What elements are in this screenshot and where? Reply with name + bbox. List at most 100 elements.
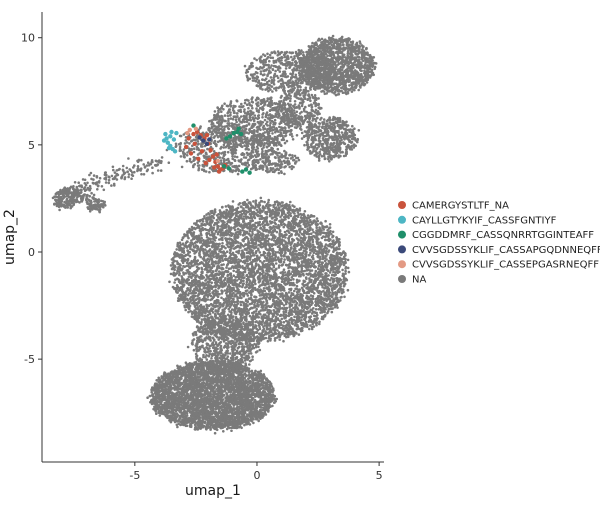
na-point: [177, 404, 181, 408]
na-point: [159, 394, 162, 397]
na-point: [278, 326, 281, 329]
na-point: [193, 374, 197, 377]
na-point: [187, 363, 190, 366]
na-point: [211, 388, 215, 392]
na-point: [237, 426, 241, 429]
na-point: [219, 414, 223, 418]
na-point: [171, 393, 174, 396]
na-point: [216, 372, 219, 376]
na-point: [315, 217, 319, 220]
na-point: [254, 403, 257, 407]
na-point: [209, 425, 212, 429]
na-point: [266, 393, 270, 397]
na-point: [270, 393, 273, 397]
na-point: [233, 382, 236, 385]
na-point: [238, 380, 242, 383]
na-point: [250, 405, 254, 409]
na-point: [221, 398, 225, 401]
na-point: [269, 400, 272, 404]
na-point: [264, 384, 268, 388]
na-point: [234, 385, 237, 388]
na-point: [174, 409, 178, 413]
na-point: [225, 427, 229, 431]
na-point: [222, 430, 225, 433]
na-point: [259, 395, 263, 399]
na-point: [198, 420, 202, 424]
na-point: [251, 376, 255, 379]
na-point: [185, 383, 189, 387]
na-point: [252, 393, 255, 397]
na-point: [185, 401, 189, 405]
na-point: [240, 411, 244, 414]
na-point: [208, 406, 212, 409]
na-point: [181, 369, 185, 373]
na-point: [269, 385, 273, 388]
na-point: [206, 401, 210, 404]
na-point: [152, 407, 155, 411]
na-point: [223, 401, 227, 404]
na-point: [181, 412, 184, 416]
na-point: [158, 405, 161, 408]
na-point: [163, 378, 166, 382]
na-point: [203, 390, 207, 394]
na-point: [215, 428, 219, 432]
na-point: [247, 408, 251, 411]
na-point: [246, 419, 250, 423]
na-point: [179, 387, 183, 391]
na-point: [191, 410, 194, 413]
na-point: [171, 376, 174, 380]
na-point: [190, 408, 194, 411]
na-point: [164, 387, 167, 390]
na-point: [215, 420, 219, 423]
na-point: [231, 402, 235, 406]
na-point: [206, 391, 210, 394]
na-point: [154, 406, 158, 410]
na-point: [242, 408, 245, 411]
na-point: [243, 405, 246, 409]
na-point: [230, 373, 233, 376]
na-point: [213, 431, 217, 435]
na-point: [196, 428, 200, 431]
na-point: [254, 384, 258, 388]
na-point: [190, 381, 193, 384]
na-point: [257, 411, 261, 415]
na-point: [197, 398, 200, 402]
na-point: [214, 396, 218, 400]
na-point: [153, 385, 156, 389]
na-point: [231, 423, 235, 427]
na-point: [188, 383, 191, 387]
na-point: [242, 419, 246, 423]
na-point: [213, 423, 217, 427]
na-point: [196, 394, 199, 398]
na-point: [175, 376, 179, 379]
na-point: [205, 380, 209, 383]
na-point: [199, 372, 203, 376]
na-point: [201, 381, 204, 385]
na-point: [204, 426, 208, 429]
na-point: [186, 407, 189, 410]
na-point: [176, 425, 179, 429]
na-point: [201, 424, 204, 428]
na-point: [253, 371, 256, 375]
na-point: [263, 396, 267, 400]
na-point: [186, 388, 190, 392]
na-point: [295, 284, 299, 288]
na-point: [174, 394, 177, 398]
na-point: [178, 378, 181, 382]
na-point: [253, 373, 257, 377]
na-point: [189, 397, 193, 400]
na-point: [226, 270, 230, 274]
na-point: [193, 389, 197, 393]
na-point: [248, 412, 252, 416]
na-point: [255, 392, 259, 395]
na-point: [207, 413, 210, 417]
na-point: [228, 397, 232, 401]
na-point: [196, 413, 200, 417]
na-point: [245, 366, 249, 370]
na-point: [217, 213, 220, 216]
na-point: [209, 412, 213, 415]
na-point: [273, 397, 276, 401]
na-point: [177, 422, 180, 426]
na-point: [261, 403, 264, 407]
